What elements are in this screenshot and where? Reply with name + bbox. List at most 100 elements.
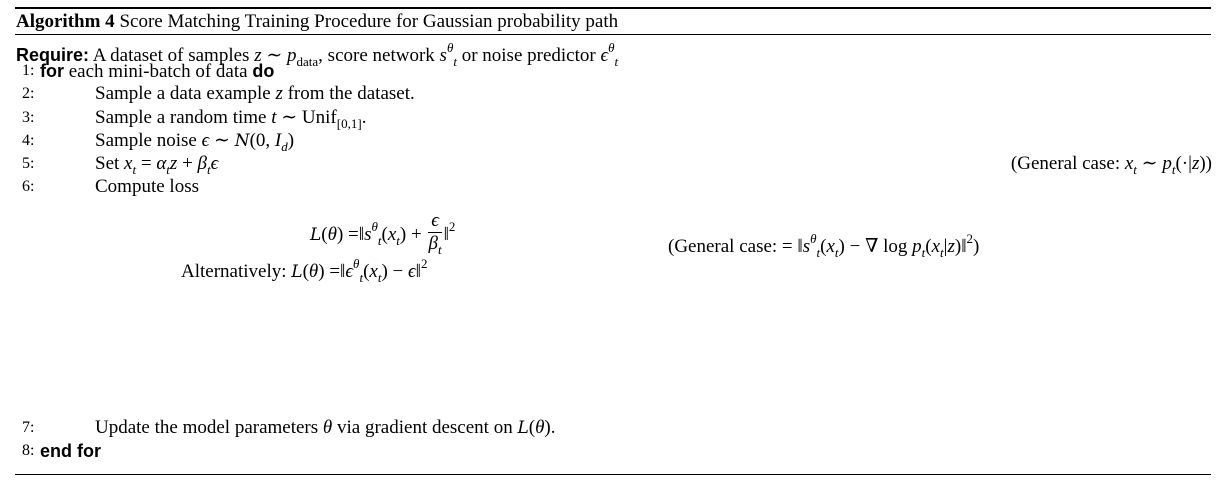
- math-sub-segment: d: [281, 139, 288, 154]
- math-it-segment: ϵ: [345, 261, 354, 282]
- math-it-segment: θ: [535, 417, 545, 438]
- math-kw-segment: for: [40, 61, 64, 81]
- step-8: end for: [40, 440, 101, 463]
- math-suprm-segment: 2: [966, 231, 974, 246]
- math-rm-segment: via gradient descent on: [332, 417, 518, 438]
- math-rm-segment: (: [321, 223, 328, 245]
- math-rm-segment: (: [302, 261, 309, 282]
- math-sub-segment: t: [207, 162, 211, 177]
- math-it-segment: z: [275, 83, 283, 104]
- math-rm-segment: |: [943, 236, 948, 257]
- bottom-rule: [15, 474, 1211, 475]
- math-it-segment: z: [947, 236, 955, 257]
- step-number: 1:: [22, 62, 35, 79]
- math-sub-segment: t: [396, 232, 400, 248]
- denominator-sub: t: [437, 242, 442, 257]
- top-rule: [15, 7, 1211, 9]
- math-rm-segment: ) −: [381, 261, 408, 282]
- alternative-loss-equation: Alternatively: L(θ) =‖ϵθt(xt) − ϵ‖2: [181, 253, 428, 289]
- math-it-segment: x: [931, 236, 941, 257]
- loss-rhs: ‖2: [443, 219, 456, 245]
- math-rm-segment: Sample noise: [95, 130, 202, 151]
- math-rm-segment: ‖: [415, 261, 421, 282]
- loss-general-comment: (General case: = ‖sθt(xt) − ∇ log pt(xt|…: [668, 228, 979, 264]
- math-rm-segment: (: [528, 417, 536, 438]
- math-it-segment: α: [156, 153, 167, 174]
- math-rm-segment: ) +: [399, 223, 427, 245]
- step-5-comment: (General case: xt ∼ pt(·|z)): [1011, 153, 1212, 181]
- math-rm-segment: Update the model parameters: [95, 417, 323, 438]
- math-kw-segment: end for: [40, 441, 101, 461]
- require-line: Require: A dataset of samples z ∼ pdata,…: [16, 37, 618, 73]
- math-it-segment: ϵ: [210, 153, 219, 174]
- math-it-segment: x: [826, 236, 835, 257]
- algorithm-caption: Algorithm 4 Score Matching Training Proc…: [16, 11, 618, 33]
- step-5: Set xt = αtz + βtϵ: [95, 153, 218, 181]
- math-it-segment: θ: [327, 223, 337, 245]
- math-it-segment: x: [369, 261, 378, 282]
- math-it-segment: p: [1162, 153, 1172, 174]
- math-sub-segment: t: [816, 245, 821, 260]
- math-sub-segment: t: [453, 54, 457, 69]
- algorithm-label: Algorithm 4: [16, 11, 115, 32]
- math-rm-segment: , score network: [318, 45, 440, 66]
- math-it-segment: ϵ: [408, 261, 416, 282]
- math-cal-segment: N: [234, 131, 250, 151]
- loss-fraction: ϵ βt: [428, 210, 442, 261]
- step-number: 5:: [22, 155, 35, 172]
- math-it-segment: s: [802, 236, 811, 257]
- caption-rule: [15, 34, 1211, 35]
- math-it-segment: t: [271, 107, 277, 128]
- math-sup-segment: θ: [608, 40, 615, 55]
- math-it-segment: β: [197, 153, 208, 174]
- math-rm-segment: (: [363, 261, 370, 282]
- step-number: 7:: [22, 419, 35, 436]
- math-rm-segment: A dataset of samples: [92, 45, 255, 66]
- math-rm-segment: ∼: [1136, 153, 1163, 174]
- math-sub-segment: t: [834, 245, 839, 260]
- math-rm-segment: Sample a data example: [95, 83, 276, 104]
- math-it-segment: I: [274, 130, 282, 151]
- math-sub-segment: t: [1171, 162, 1176, 177]
- loss-equation: L(θ) =‖sθt(xt) + ϵ βt ‖2: [310, 210, 455, 261]
- math-sub-segment: t: [1133, 162, 1137, 177]
- math-it-segment: z: [1191, 153, 1200, 174]
- math-rm-segment: ) =‖: [336, 223, 365, 245]
- algorithm-title: Score Matching Training Procedure for Ga…: [119, 11, 619, 32]
- math-kw-segment: do: [252, 61, 275, 81]
- math-sub-segment: t: [377, 232, 382, 248]
- math-rm-segment: Sample a random time: [95, 107, 272, 128]
- denominator-base: β: [428, 233, 438, 254]
- math-cal-segment: L: [310, 224, 322, 245]
- require-text: A dataset of samples z ∼ pdata, score ne…: [92, 40, 618, 69]
- math-rm-segment: +: [177, 153, 198, 174]
- step-number: 2:: [22, 85, 35, 102]
- math-rm-segment: ): [973, 236, 980, 257]
- math-rm-segment: (General case:: [1010, 153, 1125, 174]
- math-rm-segment: each mini-batch of data: [64, 61, 253, 82]
- math-rm-segment: ): [287, 130, 295, 151]
- math-sub-segment: t: [166, 162, 170, 177]
- math-it-segment: θ: [322, 417, 333, 438]
- math-rm-segment: (: [925, 236, 932, 257]
- step-number: 4:: [22, 132, 35, 149]
- math-rm-segment: .: [361, 107, 367, 128]
- math-it-segment: x: [124, 153, 133, 174]
- math-sup-segment: θ: [371, 218, 378, 234]
- math-sup-segment: θ: [353, 256, 360, 271]
- step-3: Sample a random time t ∼ Unif[0,1].: [95, 107, 366, 135]
- step-number: 8:: [22, 442, 35, 459]
- math-sub-segment: t: [359, 270, 364, 285]
- math-rm-segment: (: [381, 223, 388, 245]
- math-sup-segment: θ: [810, 231, 817, 246]
- math-it-segment: z: [169, 153, 178, 174]
- math-rm-segment: (: [820, 236, 827, 257]
- math-rm-segment: Alternatively:: [181, 261, 292, 282]
- math-rm-segment: ‖: [443, 223, 449, 245]
- step-6: Compute loss: [95, 176, 199, 198]
- math-rm-segment: )): [1199, 153, 1212, 174]
- math-it-segment: x: [387, 223, 397, 245]
- math-rm-segment: ∼: [261, 45, 288, 66]
- math-cal-segment: L: [291, 262, 303, 282]
- math-subrm-segment: [0,1]: [336, 116, 362, 131]
